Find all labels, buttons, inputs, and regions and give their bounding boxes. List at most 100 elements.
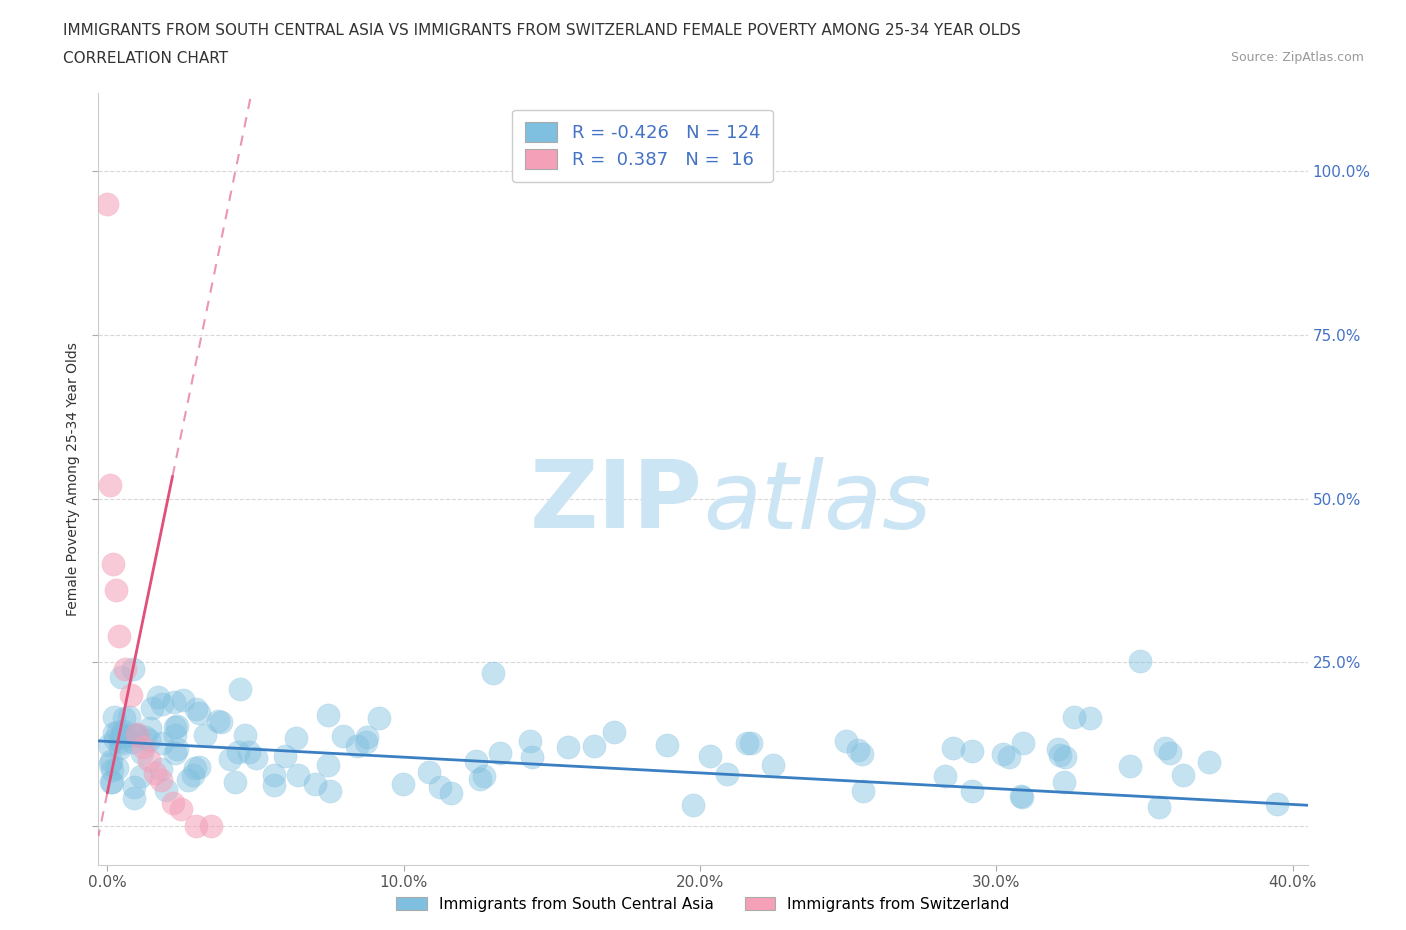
Point (112, 711, 135, 725)
Point (285, 731, 308, 746)
Point (127, 728, 149, 743)
Point (468, 772, 491, 787)
Point (152, 736, 174, 751)
Point (149, 773, 172, 788)
Point (603, 724, 626, 739)
Point (238, 744, 260, 759)
Point (1011, 790, 1033, 804)
Point (392, 777, 415, 791)
Point (121, 661, 143, 676)
Point (942, 740, 965, 755)
Point (184, 760, 207, 775)
Point (762, 757, 785, 772)
Point (170, 802, 193, 817)
Point (488, 746, 510, 761)
Point (682, 797, 704, 812)
Point (319, 784, 342, 799)
Point (465, 753, 488, 768)
Point (155, 782, 177, 797)
Point (1054, 750, 1077, 764)
Point (1078, 711, 1101, 725)
Point (472, 768, 495, 783)
Point (143, 766, 166, 781)
Point (125, 727, 148, 742)
Point (852, 783, 875, 798)
Point (226, 744, 249, 759)
Point (105, 761, 128, 776)
Point (141, 701, 163, 716)
Point (98, 756, 121, 771)
Point (138, 733, 160, 748)
Point (735, 735, 758, 750)
Point (111, 736, 134, 751)
Point (101, 763, 124, 777)
Point (1265, 796, 1288, 811)
Point (184, 702, 207, 717)
Point (114, 728, 136, 743)
Point (304, 777, 326, 791)
Point (209, 715, 232, 730)
Point (318, 707, 340, 722)
Point (138, 752, 160, 767)
Point (960, 784, 983, 799)
Point (166, 718, 188, 733)
Point (519, 733, 541, 748)
Point (1159, 746, 1181, 761)
Point (233, 727, 256, 742)
Point (1063, 710, 1085, 724)
Point (440, 785, 463, 800)
Point (96, 197, 118, 212)
Point (114, 661, 136, 676)
Point (582, 738, 605, 753)
Point (110, 670, 132, 684)
Point (165, 746, 187, 761)
Point (1129, 654, 1152, 669)
Point (194, 727, 217, 742)
Text: Source: ZipAtlas.com: Source: ZipAtlas.com (1230, 51, 1364, 64)
Point (991, 746, 1014, 761)
Point (224, 774, 246, 789)
Point (1198, 754, 1220, 769)
Point (172, 693, 194, 708)
Point (1010, 789, 1032, 804)
Point (1119, 759, 1142, 774)
Point (181, 767, 204, 782)
Point (105, 583, 128, 598)
Point (134, 729, 156, 744)
Point (228, 682, 250, 697)
Text: IMMIGRANTS FROM SOUTH CENTRAL ASIA VS IMMIGRANTS FROM SWITZERLAND FEMALE POVERTY: IMMIGRANTS FROM SOUTH CENTRAL ASIA VS IM… (63, 23, 1021, 38)
Point (150, 697, 173, 711)
Point (108, 734, 131, 749)
Point (131, 746, 153, 761)
Point (103, 726, 125, 741)
Point (1011, 735, 1033, 750)
Point (263, 767, 285, 782)
Point (186, 818, 208, 833)
Point (163, 728, 186, 743)
Point (316, 757, 339, 772)
Point (1173, 767, 1195, 782)
Point (112, 724, 135, 738)
Point (125, 726, 148, 741)
Point (118, 710, 141, 724)
Point (108, 740, 131, 755)
Point (122, 779, 145, 794)
Point (100, 775, 122, 790)
Point (287, 767, 309, 782)
Point (332, 729, 354, 744)
Point (103, 710, 125, 724)
Point (107, 724, 129, 739)
Point (367, 711, 389, 725)
Point (846, 743, 869, 758)
Point (1049, 748, 1071, 763)
Point (354, 734, 377, 749)
Point (100, 775, 122, 790)
Point (274, 749, 297, 764)
Text: CORRELATION CHART: CORRELATION CHART (63, 51, 228, 66)
Point (108, 629, 131, 644)
Point (187, 705, 209, 720)
Point (699, 749, 721, 764)
Point (100, 753, 122, 768)
Point (716, 767, 738, 782)
Point (124, 727, 146, 742)
